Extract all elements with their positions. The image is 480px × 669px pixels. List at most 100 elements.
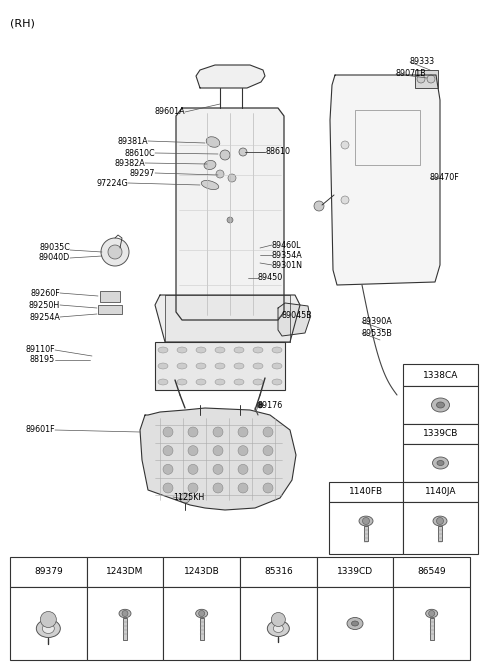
Ellipse shape: [437, 460, 444, 466]
Ellipse shape: [272, 347, 282, 353]
Ellipse shape: [36, 619, 60, 638]
Text: 89254A: 89254A: [29, 312, 60, 322]
Ellipse shape: [204, 161, 216, 169]
Text: 89176: 89176: [258, 401, 283, 411]
Bar: [329, 482, 403, 502]
Ellipse shape: [267, 621, 289, 636]
Ellipse shape: [436, 402, 444, 408]
Circle shape: [213, 464, 223, 474]
Bar: [403, 444, 478, 482]
Bar: [403, 502, 478, 554]
Ellipse shape: [234, 379, 244, 385]
Text: 89460L: 89460L: [272, 240, 301, 250]
Text: 1125KH: 1125KH: [173, 492, 204, 502]
Circle shape: [263, 427, 273, 437]
Circle shape: [238, 464, 248, 474]
Bar: [240, 557, 317, 587]
Circle shape: [122, 611, 128, 617]
Bar: [317, 587, 393, 660]
Ellipse shape: [426, 609, 438, 617]
Text: 89390A: 89390A: [362, 318, 393, 326]
Ellipse shape: [234, 347, 244, 353]
Bar: [364, 526, 368, 541]
Circle shape: [163, 446, 173, 456]
Bar: [155, 342, 285, 390]
Ellipse shape: [158, 363, 168, 369]
Text: 1338CA: 1338CA: [423, 371, 458, 379]
Text: 89601F: 89601F: [25, 425, 55, 434]
Bar: [393, 587, 470, 660]
Text: 85316: 85316: [264, 567, 293, 577]
Bar: [10, 557, 87, 587]
Circle shape: [108, 245, 122, 259]
Ellipse shape: [432, 457, 448, 469]
Text: 88610: 88610: [265, 147, 290, 157]
Polygon shape: [165, 295, 290, 342]
Text: 89333: 89333: [410, 58, 435, 66]
Circle shape: [216, 170, 224, 178]
Bar: [430, 617, 433, 640]
Circle shape: [429, 611, 435, 617]
Polygon shape: [330, 75, 440, 285]
Circle shape: [213, 427, 223, 437]
Ellipse shape: [272, 379, 282, 385]
Text: 89470F: 89470F: [430, 173, 460, 183]
Ellipse shape: [273, 624, 283, 632]
Ellipse shape: [196, 379, 206, 385]
Text: 89110F: 89110F: [25, 345, 55, 355]
Ellipse shape: [234, 363, 244, 369]
Bar: [403, 424, 478, 444]
Text: 89297: 89297: [130, 169, 155, 177]
Circle shape: [101, 238, 129, 266]
Circle shape: [163, 464, 173, 474]
Text: 89381A: 89381A: [118, 136, 148, 145]
Bar: [403, 386, 478, 424]
Text: 89035C: 89035C: [39, 244, 70, 252]
Ellipse shape: [347, 617, 363, 630]
Text: 1140FB: 1140FB: [349, 488, 383, 496]
Bar: [123, 617, 127, 640]
Polygon shape: [196, 65, 265, 88]
Ellipse shape: [433, 516, 447, 526]
Circle shape: [271, 613, 285, 626]
Ellipse shape: [206, 136, 220, 147]
Ellipse shape: [351, 621, 359, 626]
Text: 1243DB: 1243DB: [184, 567, 219, 577]
Ellipse shape: [177, 363, 187, 369]
Bar: [403, 364, 478, 386]
Circle shape: [257, 402, 263, 408]
Ellipse shape: [177, 347, 187, 353]
Bar: [329, 502, 403, 554]
Ellipse shape: [177, 379, 187, 385]
Text: (RH): (RH): [10, 18, 35, 28]
Ellipse shape: [215, 363, 225, 369]
Circle shape: [239, 148, 247, 156]
Circle shape: [188, 483, 198, 493]
Circle shape: [341, 196, 349, 204]
Ellipse shape: [215, 379, 225, 385]
Circle shape: [314, 201, 324, 211]
Bar: [240, 587, 317, 660]
Bar: [163, 587, 240, 660]
Polygon shape: [176, 108, 284, 320]
Text: 1140JA: 1140JA: [425, 488, 456, 496]
Text: 89250H: 89250H: [29, 300, 60, 310]
Bar: [87, 587, 163, 660]
Polygon shape: [140, 408, 296, 510]
Text: 89301N: 89301N: [272, 260, 303, 270]
Text: 89601A: 89601A: [155, 108, 185, 116]
Text: 89040D: 89040D: [39, 254, 70, 262]
Circle shape: [238, 446, 248, 456]
Circle shape: [213, 446, 223, 456]
Text: 89450: 89450: [258, 274, 283, 282]
Circle shape: [188, 464, 198, 474]
Circle shape: [220, 150, 230, 160]
Circle shape: [188, 427, 198, 437]
Circle shape: [199, 611, 204, 617]
Circle shape: [227, 217, 233, 223]
Text: 97224G: 97224G: [96, 179, 128, 187]
Ellipse shape: [196, 363, 206, 369]
Circle shape: [417, 75, 425, 83]
Circle shape: [238, 483, 248, 493]
Bar: [98, 305, 122, 314]
